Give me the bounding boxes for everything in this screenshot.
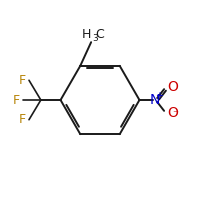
Text: +: + <box>155 91 163 101</box>
Text: F: F <box>18 74 25 87</box>
Text: C: C <box>95 28 104 41</box>
Text: N: N <box>150 93 160 107</box>
Text: O: O <box>167 80 178 94</box>
Text: O: O <box>167 106 178 120</box>
Text: F: F <box>18 113 25 126</box>
Text: ⁻: ⁻ <box>173 109 178 119</box>
Text: F: F <box>12 94 20 106</box>
Text: H: H <box>82 28 91 41</box>
Text: 3: 3 <box>92 34 98 43</box>
